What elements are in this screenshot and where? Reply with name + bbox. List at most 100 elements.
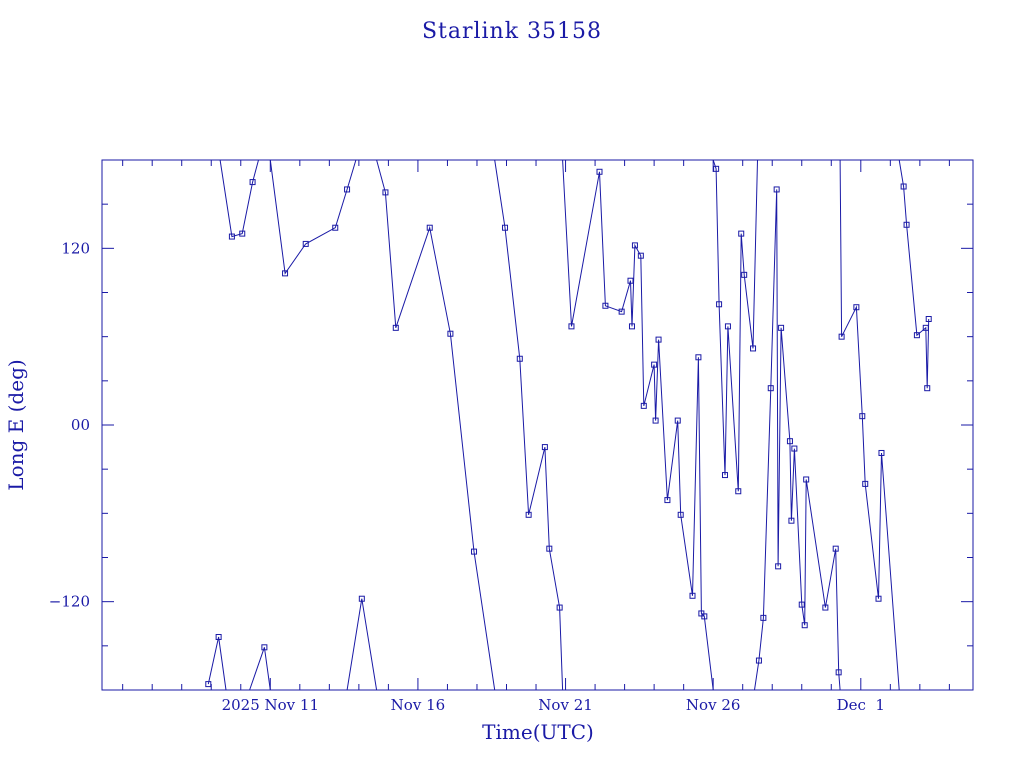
- y-tick-label: 120: [61, 239, 90, 257]
- data-point: [862, 480, 869, 487]
- data-point: [773, 186, 780, 193]
- data-point: [447, 330, 454, 337]
- series-line-7: [494, 159, 564, 691]
- series-line-3: [249, 647, 271, 691]
- data-point: [602, 302, 609, 309]
- data-point: [541, 444, 548, 451]
- data-point: [741, 271, 748, 278]
- series-line-9: [712, 159, 758, 492]
- data-point: [775, 563, 782, 570]
- data-point: [767, 385, 774, 392]
- series-line-10: [754, 189, 841, 691]
- data-point: [701, 613, 708, 620]
- data-point: [875, 595, 882, 602]
- data-point: [903, 221, 910, 228]
- data-point: [261, 644, 268, 651]
- series-line-1: [207, 636, 227, 691]
- data-point: [677, 511, 684, 518]
- data-point: [750, 345, 757, 352]
- data-point: [878, 449, 885, 456]
- data-point: [803, 476, 810, 483]
- data-point: [674, 417, 681, 424]
- data-point: [859, 413, 866, 420]
- tick-labels: 2025 Nov 11 Nov 16 Nov 21 Nov 26 Dec 1 120 00 −…: [49, 239, 885, 714]
- data-point: [778, 324, 785, 331]
- data-point: [215, 634, 222, 640]
- data-point: [546, 545, 553, 552]
- data-point: [695, 354, 702, 361]
- series-line-8: [562, 159, 714, 691]
- data-point: [925, 316, 932, 322]
- series-line-4: [269, 159, 357, 275]
- y-tick-label: −120: [49, 593, 90, 611]
- data-point: [838, 333, 845, 340]
- data-point: [618, 308, 625, 315]
- series-lines: [207, 159, 930, 691]
- series-line-6: [376, 159, 496, 691]
- data-point: [239, 230, 246, 237]
- data-point: [344, 186, 351, 193]
- data-point: [822, 604, 829, 611]
- data-point: [249, 179, 256, 186]
- data-point: [832, 545, 839, 552]
- x-tick-label: 2025 Nov 11: [222, 696, 319, 714]
- data-point: [924, 385, 931, 392]
- data-point: [655, 336, 662, 343]
- data-point: [556, 604, 563, 611]
- data-point: [664, 497, 671, 504]
- data-point: [724, 323, 731, 330]
- series-points: [205, 165, 932, 688]
- data-point: [913, 332, 920, 339]
- data-point: [786, 438, 793, 445]
- data-point: [738, 230, 745, 237]
- data-point: [835, 669, 842, 676]
- chart-title: Starlink 35158: [422, 19, 602, 44]
- data-point: [516, 355, 523, 362]
- data-point: [791, 445, 798, 452]
- series-line-2: [219, 159, 259, 238]
- data-point: [788, 517, 795, 524]
- data-point: [735, 488, 742, 495]
- y-axis-label: Long E (deg): [4, 359, 28, 490]
- data-point: [760, 614, 767, 621]
- data-point: [721, 472, 728, 479]
- x-tick-label: Nov 26: [686, 696, 741, 714]
- data-point: [798, 601, 805, 608]
- y-tick-label: 00: [71, 416, 90, 434]
- data-point: [637, 252, 644, 259]
- data-point: [525, 511, 532, 518]
- data-point: [302, 240, 309, 247]
- data-point: [640, 402, 647, 409]
- data-point: [382, 189, 389, 196]
- x-tick-label: Dec 1: [837, 696, 885, 714]
- data-point: [596, 168, 603, 175]
- data-point: [358, 595, 365, 602]
- data-point: [716, 301, 723, 308]
- data-point: [922, 324, 929, 331]
- series-line-11: [839, 159, 900, 691]
- data-point: [900, 183, 907, 190]
- data-point: [689, 592, 696, 599]
- data-point: [713, 165, 720, 172]
- data-point: [426, 224, 433, 231]
- series-line-12: [898, 159, 930, 389]
- data-point: [801, 622, 808, 629]
- data-point: [392, 324, 399, 331]
- data-point: [853, 304, 860, 311]
- data-point: [205, 681, 212, 688]
- data-point: [755, 657, 762, 664]
- data-point: [568, 323, 575, 330]
- data-point: [652, 417, 659, 424]
- data-point: [502, 224, 509, 231]
- data-point: [631, 242, 638, 249]
- data-point: [471, 548, 478, 555]
- x-tick-label: Nov 21: [538, 696, 593, 714]
- data-point: [228, 233, 235, 240]
- series-line-5: [346, 598, 378, 691]
- x-tick-label: Nov 16: [391, 696, 446, 714]
- data-point: [651, 361, 658, 368]
- data-point: [627, 277, 634, 284]
- data-point: [282, 270, 289, 277]
- data-point: [332, 224, 339, 231]
